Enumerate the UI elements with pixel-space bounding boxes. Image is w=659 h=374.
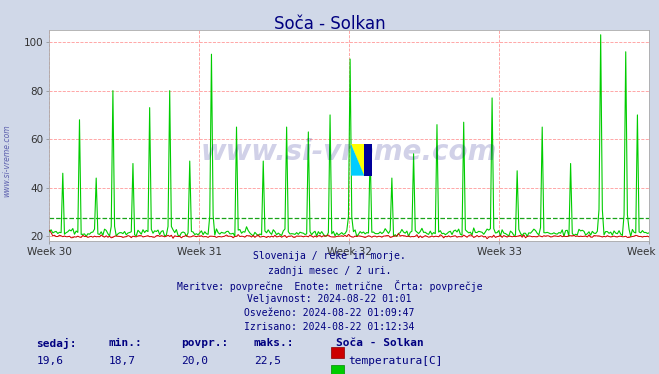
Polygon shape (351, 144, 364, 176)
Polygon shape (351, 144, 364, 176)
Text: 22,5: 22,5 (254, 356, 281, 366)
Text: temperatura[C]: temperatura[C] (348, 356, 442, 366)
Text: sedaj:: sedaj: (36, 338, 76, 349)
Text: Soča - Solkan: Soča - Solkan (273, 15, 386, 33)
Text: 19,6: 19,6 (36, 356, 63, 366)
Text: 20,0: 20,0 (181, 356, 208, 366)
Text: www.si-vreme.com: www.si-vreme.com (201, 138, 498, 166)
Text: Slovenija / reke in morje.: Slovenija / reke in morje. (253, 251, 406, 261)
Text: Izrisano: 2024-08-22 01:12:34: Izrisano: 2024-08-22 01:12:34 (244, 322, 415, 332)
Text: Meritve: povprečne  Enote: metrične  Črta: povprečje: Meritve: povprečne Enote: metrične Črta:… (177, 280, 482, 292)
Text: min.:: min.: (109, 338, 142, 348)
Text: 18,7: 18,7 (109, 356, 136, 366)
Text: Soča - Solkan: Soča - Solkan (336, 338, 424, 348)
FancyBboxPatch shape (364, 144, 372, 176)
Text: povpr.:: povpr.: (181, 338, 229, 348)
Text: Osveženo: 2024-08-22 01:09:47: Osveženo: 2024-08-22 01:09:47 (244, 308, 415, 318)
Text: Veljavnost: 2024-08-22 01:01: Veljavnost: 2024-08-22 01:01 (247, 294, 412, 304)
Text: maks.:: maks.: (254, 338, 294, 348)
Text: zadnji mesec / 2 uri.: zadnji mesec / 2 uri. (268, 266, 391, 276)
Text: www.si-vreme.com: www.si-vreme.com (2, 125, 11, 197)
